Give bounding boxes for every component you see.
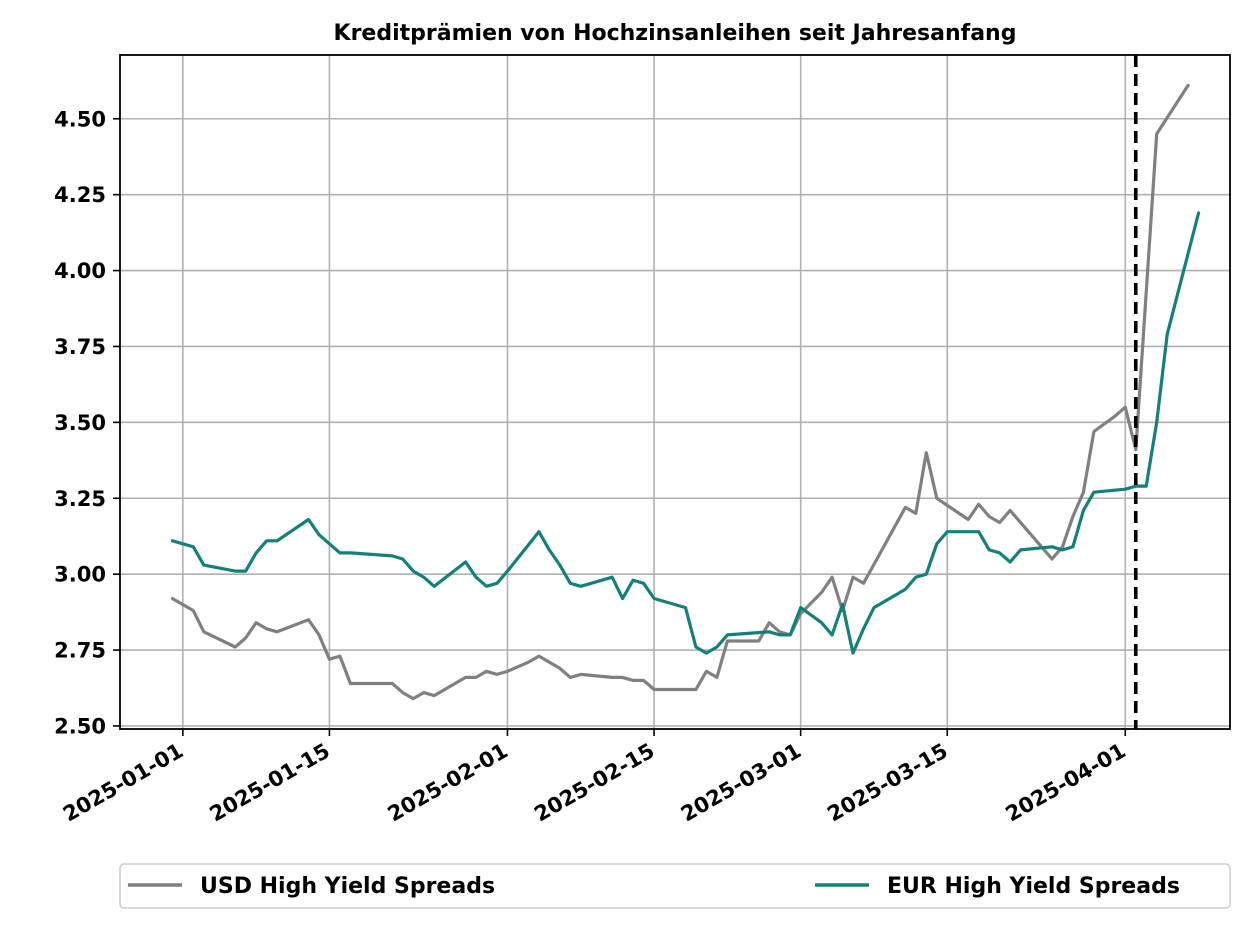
- x-tick-label: 2025-01-15: [206, 739, 334, 827]
- series-line-usd: [170, 83, 1190, 701]
- y-tick-label: 4.50: [54, 107, 106, 131]
- series-line-eur: [170, 211, 1201, 655]
- x-tick-label: 2025-03-01: [677, 739, 805, 827]
- y-tick-label: 3.75: [54, 335, 106, 359]
- legend-box: [119, 863, 1231, 909]
- x-tick-label: 2025-01-01: [59, 739, 187, 827]
- y-tick-label: 2.75: [54, 639, 106, 663]
- y-tick-label: 4.25: [54, 183, 106, 207]
- plot-frame: [119, 54, 1231, 730]
- x-axis: 2025-01-01 2025-01-15 2025-02-01 2025-02-15…: [59, 729, 1130, 826]
- x-tick-label: 2025-03-15: [823, 739, 951, 827]
- y-tick-label: 3.25: [54, 487, 106, 511]
- legend: USD High Yield Spreads EUR High Yield Spr…: [119, 863, 1231, 909]
- x-tick-label: 2025-02-15: [530, 739, 658, 827]
- chart-title: Kreditprämien von Hochzinsanleihen seit …: [334, 21, 1017, 46]
- y-tick-label: 4.00: [54, 259, 106, 283]
- x-tick-label: 2025-02-01: [384, 739, 512, 827]
- legend-label: EUR High Yield Spreads: [887, 874, 1180, 899]
- x-tick-label: 2025-04-01: [1001, 739, 1129, 827]
- series-lines: [170, 83, 1201, 701]
- y-tick-label: 2.50: [54, 714, 106, 738]
- y-tick-label: 3.00: [54, 563, 106, 587]
- legend-label: USD High Yield Spreads: [200, 874, 495, 899]
- y-axis: 2.50 2.75 3.00 3.25 3.50 3.75 4.00 4.25 4.50: [54, 107, 120, 738]
- y-tick-label: 3.50: [54, 411, 106, 435]
